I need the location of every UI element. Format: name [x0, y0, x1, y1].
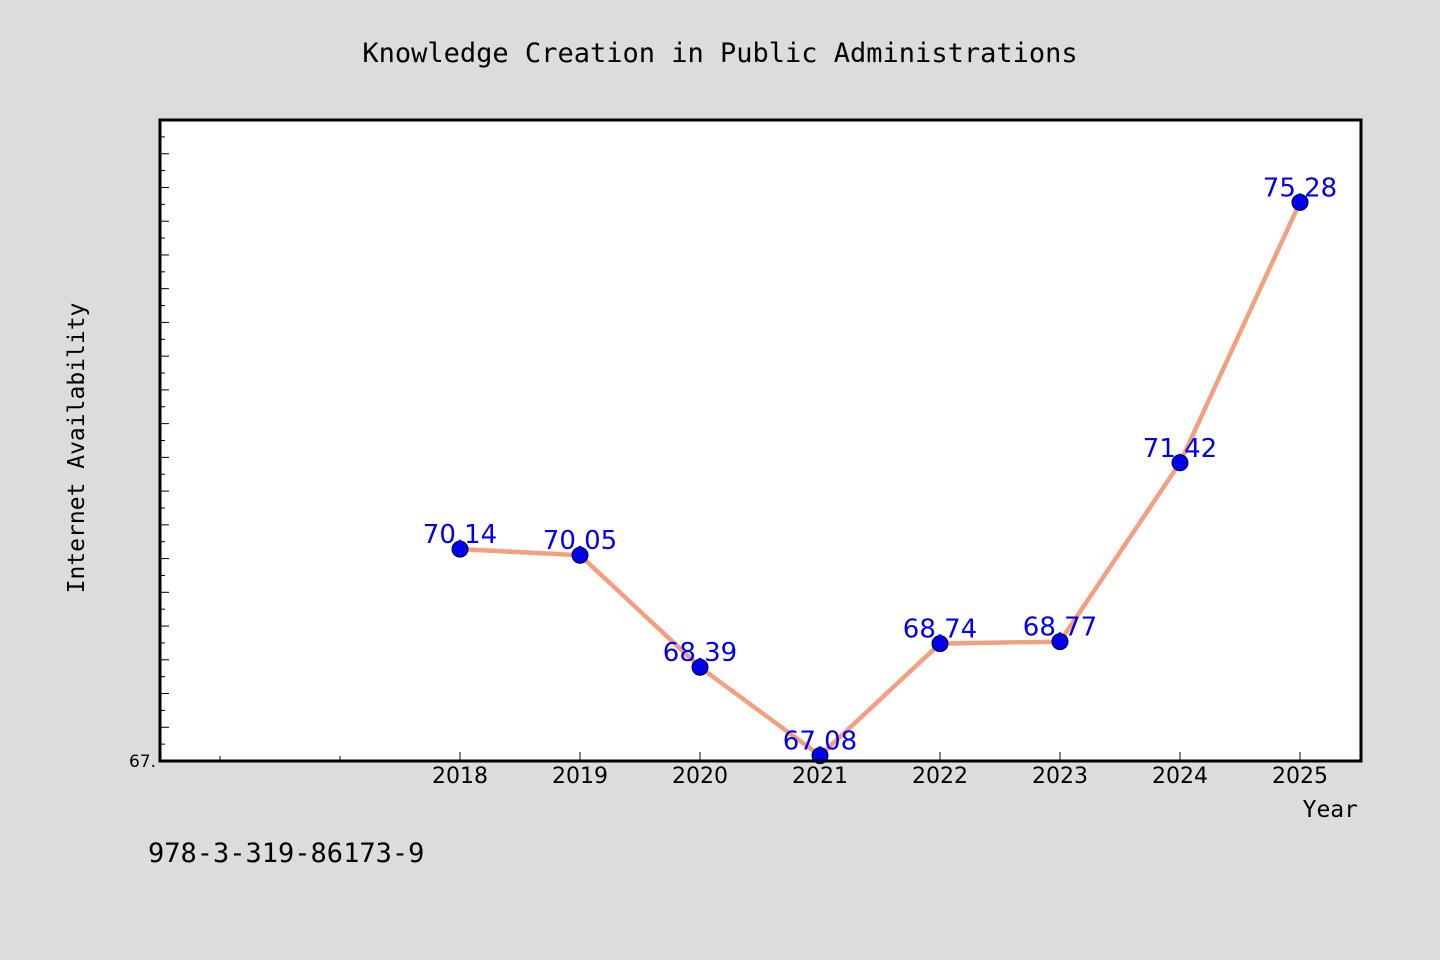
x-tick-label: 2018	[432, 764, 488, 789]
x-tick-label: 2019	[552, 764, 608, 789]
data-point	[931, 635, 949, 653]
x-axis-label: Year	[1303, 797, 1358, 823]
data-point	[1051, 633, 1069, 651]
data-label: 68.77	[1023, 613, 1097, 643]
data-point	[691, 658, 709, 676]
x-tick-label: 2024	[1152, 764, 1208, 789]
series-line	[457, 200, 1303, 758]
plot-area	[160, 120, 1361, 761]
chart-title: Knowledge Creation in Public Administrat…	[362, 38, 1077, 69]
data-label: 75.28	[1263, 173, 1337, 203]
x-tick-label: 2025	[1272, 764, 1328, 789]
data-point	[451, 540, 469, 558]
data-point	[1171, 454, 1189, 472]
data-label: 71.42	[1143, 434, 1217, 464]
y-tick-label: 67.	[129, 752, 156, 772]
data-point	[571, 546, 589, 564]
x-tick-label: 2020	[672, 764, 728, 789]
data-label: 67.08	[783, 727, 857, 757]
data-label: 68.39	[663, 638, 737, 668]
footnote: 978-3-319-86173-9	[148, 838, 424, 869]
data-label: 70.14	[423, 520, 497, 550]
marks-layer: 67. 2018 2019 2020 2021 2022 2023 2024 2025 70.14…	[129, 136, 1337, 789]
y-axis-label: Internet Availability	[64, 303, 90, 594]
x-tick-label: 2023	[1032, 764, 1088, 789]
plot-frame	[158, 118, 1363, 763]
x-tick-label: 2022	[912, 764, 968, 789]
x-tick-label: 2021	[792, 764, 848, 789]
data-label: 70.05	[543, 526, 617, 556]
data-label: 68.74	[903, 615, 977, 645]
data-point	[1291, 193, 1309, 211]
